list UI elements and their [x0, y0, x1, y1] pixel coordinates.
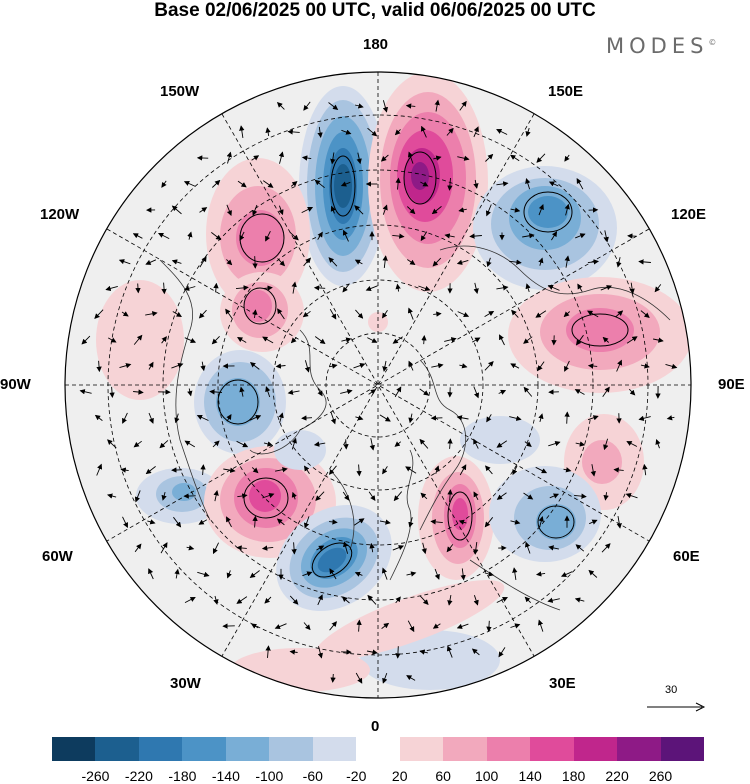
lon-label-30e: 30E: [549, 676, 576, 692]
wind-vector: [255, 256, 256, 268]
lon-label-150w: 150W: [160, 84, 199, 100]
anomaly-high-west-siberia: [508, 277, 692, 393]
reference-vector-label: 30: [665, 684, 677, 696]
colorbar-tick-label: 260: [649, 768, 672, 784]
wind-vector: [315, 288, 325, 289]
wind-vector: [398, 646, 399, 658]
colorbar-swatch: [139, 737, 182, 761]
wind-vector: [567, 412, 568, 423]
colorbar-swatch: [269, 737, 312, 761]
colorbar-tick-label: -60: [303, 768, 323, 784]
colorbar-swatch: [443, 737, 486, 761]
lon-label-150e: 150E: [548, 84, 583, 100]
colorbar-swatch: [182, 737, 225, 761]
colorbar: [52, 737, 704, 761]
colorbar-tick-label: -20: [346, 768, 366, 784]
lon-label-90w: 90W: [0, 377, 31, 393]
wind-vector: [489, 621, 490, 631]
colorbar-ticks: -260 -220 -180 -140 -100 -60 -20 20 60 100 140 180 2…: [0, 768, 750, 784]
wind-vector: [424, 336, 425, 344]
lon-label-180: 180: [363, 37, 388, 53]
colorbar-tick-label: 180: [562, 768, 585, 784]
anomaly-low-hudson-bay: [194, 350, 286, 454]
colorbar-swatch: [400, 737, 443, 761]
colorbar-swatch: [617, 737, 660, 761]
colorbar-swatch: [356, 737, 399, 761]
colorbar-tick-label: 140: [518, 768, 541, 784]
lon-label-60e: 60E: [673, 549, 700, 565]
colorbar-swatch: [52, 737, 95, 761]
reference-vector-arrow: [646, 700, 706, 714]
colorbar-swatch: [487, 737, 530, 761]
wind-vector: [302, 418, 312, 419]
wind-vector: [138, 284, 139, 293]
colorbar-swatch: [530, 737, 573, 761]
colorbar-swatch: [574, 737, 617, 761]
colorbar-swatch: [661, 737, 704, 761]
colorbar-tick-label: 20: [392, 768, 408, 784]
colorbar-tick-label: 60: [435, 768, 451, 784]
anomaly-high-north-pacific-east: [368, 72, 488, 292]
colorbar-swatch: [226, 737, 269, 761]
colorbar-tick-label: -180: [168, 768, 196, 784]
lon-label-60w: 60W: [42, 549, 73, 565]
colorbar-tick-label: -100: [255, 768, 283, 784]
anomaly-low-east-siberia: [473, 166, 617, 290]
lon-label-120e: 120E: [671, 207, 706, 223]
lon-label-90e: 90E: [718, 377, 745, 393]
anomaly-low-west-siberia-south: [489, 466, 601, 562]
colorbar-swatch: [313, 737, 356, 761]
colorbar-swatch: [95, 737, 138, 761]
lon-label-0: 0: [371, 719, 379, 735]
wind-vector: [346, 439, 347, 448]
colorbar-tick-label: -260: [81, 768, 109, 784]
colorbar-tick-label: -220: [125, 768, 153, 784]
anomaly-high-central-canada: [220, 272, 304, 352]
wind-vector: [333, 674, 334, 682]
colorbar-tick-label: -140: [212, 768, 240, 784]
lon-label-30w: 30W: [170, 676, 201, 692]
lon-label-120w: 120W: [40, 207, 79, 223]
colorbar-tick-label: 100: [475, 768, 498, 784]
polar-map: [0, 0, 750, 730]
colorbar-tick-label: 220: [605, 768, 628, 784]
